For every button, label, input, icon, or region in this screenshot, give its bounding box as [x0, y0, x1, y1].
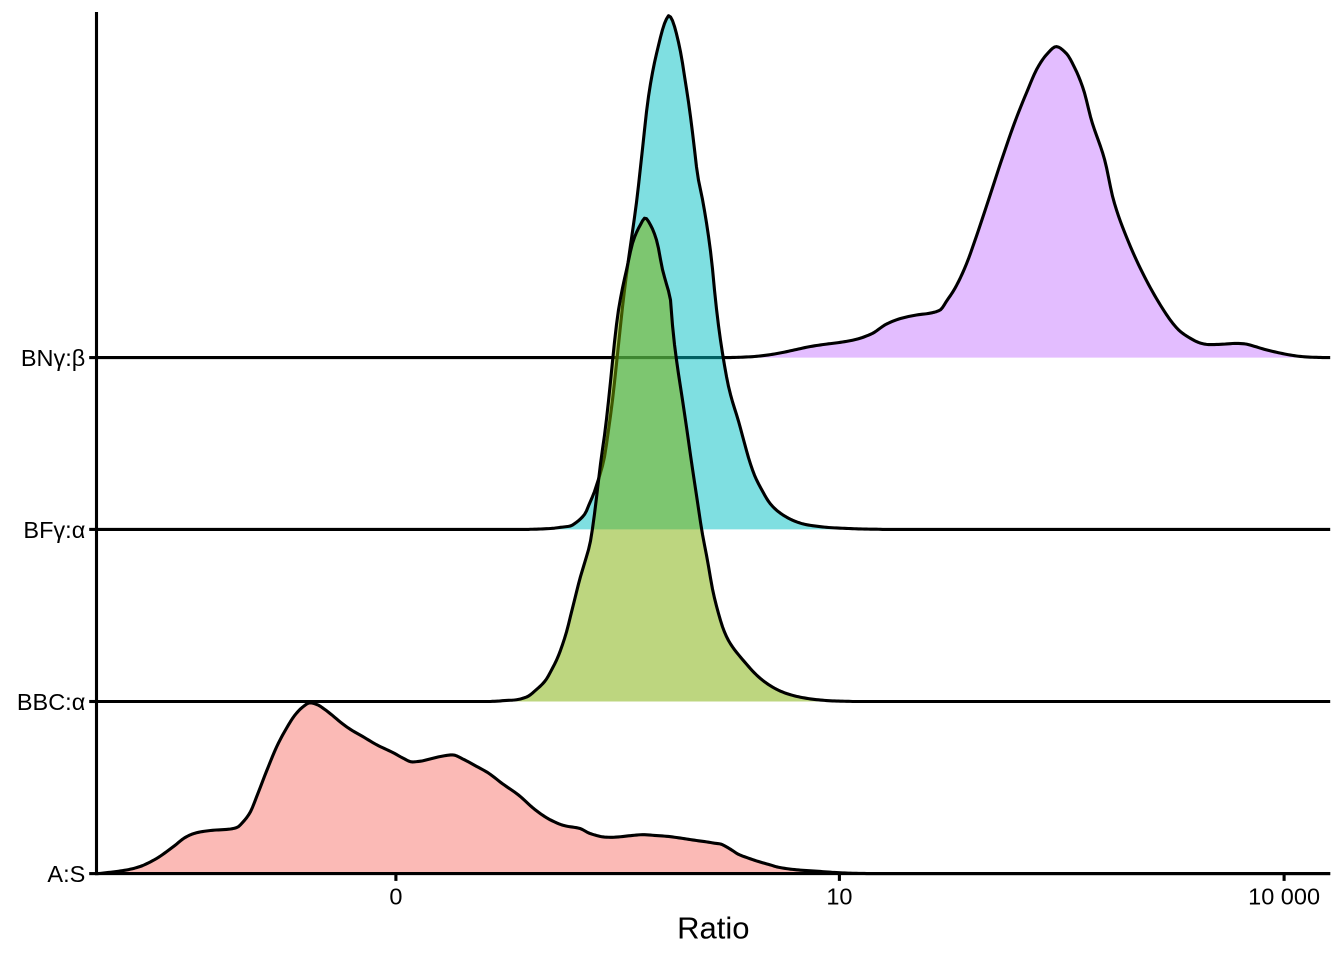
svg-text:BFγ:α: BFγ:α: [23, 517, 85, 543]
svg-text:BBC:α: BBC:α: [17, 689, 85, 715]
svg-text:BNγ:β: BNγ:β: [21, 345, 85, 371]
svg-text:10 000: 10 000: [1248, 883, 1320, 909]
svg-text:10: 10: [826, 883, 852, 909]
svg-text:Ratio: Ratio: [677, 911, 749, 946]
svg-text:A:S: A:S: [47, 861, 85, 887]
svg-text:0: 0: [389, 883, 402, 909]
